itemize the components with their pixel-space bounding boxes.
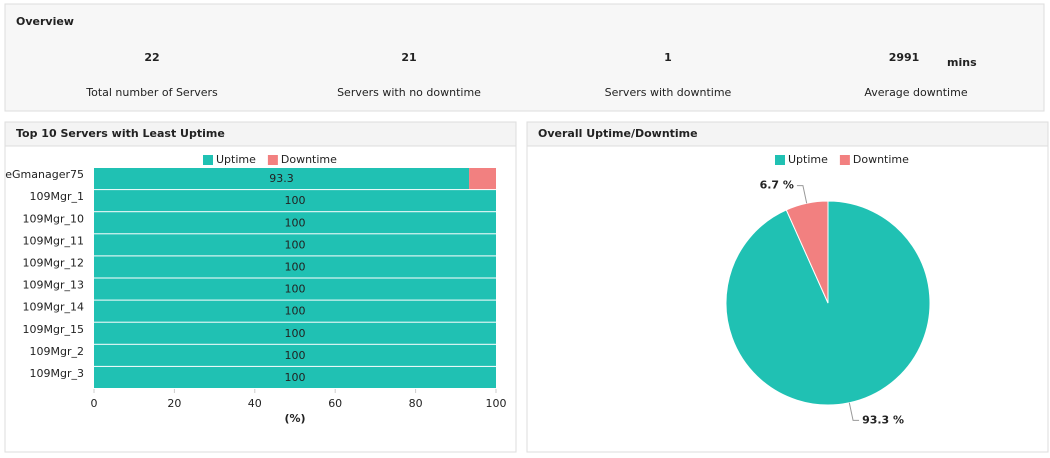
stat-label: Average downtime: [864, 86, 967, 99]
x-tick-label: 20: [167, 397, 181, 410]
y-tick-label: eGmanager75: [5, 168, 84, 181]
x-axis-label: (%): [284, 412, 305, 425]
stat-unit: mins: [947, 56, 977, 69]
pie-value-label: 93.3 %: [862, 413, 904, 426]
y-tick-label: 109Mgr_12: [23, 256, 85, 269]
bar-segment: [94, 322, 496, 344]
bar-value-label: 93.3: [269, 172, 294, 185]
bar-value-label: 100: [285, 260, 306, 273]
stat-value: 2991: [889, 51, 920, 64]
bar-value-label: 100: [285, 371, 306, 384]
y-tick-label: 109Mgr_14: [23, 301, 85, 314]
stat-label: Servers with downtime: [605, 86, 732, 99]
legend-swatch: [775, 155, 785, 165]
legend-swatch: [203, 155, 213, 165]
y-tick-label: 109Mgr_10: [23, 212, 85, 225]
x-tick-label: 0: [91, 397, 98, 410]
bar-segment: [94, 234, 496, 256]
legend-label: Downtime: [853, 153, 909, 166]
legend-label: Uptime: [788, 153, 828, 166]
bar-segment: [94, 366, 496, 388]
stat-value: 1: [664, 51, 672, 64]
bar-title: Top 10 Servers with Least Uptime: [16, 127, 225, 140]
overview-title: Overview: [16, 15, 74, 28]
stat-label: Servers with no downtime: [337, 86, 481, 99]
bar-value-label: 100: [285, 283, 306, 296]
pie-value-label: 6.7 %: [760, 179, 794, 192]
bar-value-label: 100: [285, 238, 306, 251]
stat-value: 22: [144, 51, 159, 64]
bar-value-label: 100: [285, 349, 306, 362]
bar-segment: [94, 190, 496, 212]
bar-value-label: 100: [285, 216, 306, 229]
overview-panel: [4, 3, 1045, 112]
label-connector: [796, 185, 808, 204]
y-tick-label: 109Mgr_2: [30, 345, 85, 358]
label-connector: [848, 402, 860, 421]
bar-segment: [469, 168, 496, 190]
legend-label: Downtime: [281, 153, 337, 166]
bar-value-label: 100: [285, 305, 306, 318]
legend-swatch: [267, 155, 278, 165]
y-tick-label: 109Mgr_13: [23, 279, 85, 292]
x-tick-label: 100: [486, 397, 507, 410]
legend-swatch: [839, 155, 850, 165]
bar-segment: [94, 168, 470, 190]
bar-value-label: 100: [285, 327, 306, 340]
pie-title: Overall Uptime/Downtime: [538, 127, 698, 140]
y-tick-label: 109Mgr_1: [30, 190, 85, 203]
y-tick-label: 109Mgr_3: [30, 367, 85, 380]
y-tick-label: 109Mgr_11: [23, 234, 85, 247]
bar-value-label: 100: [285, 194, 306, 207]
bar-segment: [94, 300, 496, 322]
legend-label: Uptime: [216, 153, 256, 166]
x-tick-label: 60: [328, 397, 342, 410]
bar-segment: [94, 278, 496, 300]
pie-panel-header: [526, 121, 1049, 147]
bar-segment: [94, 212, 496, 234]
y-tick-label: 109Mgr_15: [23, 323, 85, 336]
bar-segment: [94, 344, 496, 366]
x-tick-label: 80: [409, 397, 423, 410]
bar-segment: [94, 256, 496, 278]
stat-label: Total number of Servers: [85, 86, 218, 99]
pie-slice: [725, 200, 931, 406]
bar-panel-header: [4, 121, 517, 147]
x-tick-label: 40: [248, 397, 262, 410]
stat-value: 21: [401, 51, 416, 64]
